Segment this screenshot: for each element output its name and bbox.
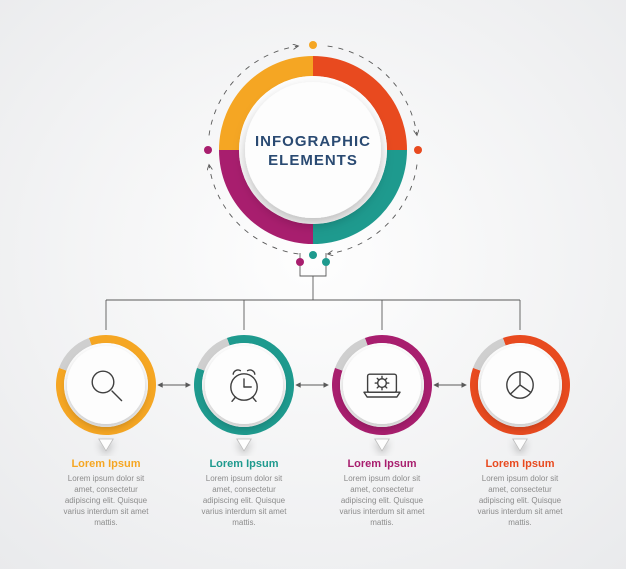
orbit-node — [414, 146, 422, 154]
drop-node — [296, 258, 304, 266]
main-disc — [245, 82, 381, 218]
orbit-node — [309, 41, 317, 49]
infographic-stage: INFOGRAPHICELEMENTSLorem IpsumLorem ipsu… — [0, 0, 626, 569]
item-title: Lorem Ipsum — [209, 458, 278, 470]
item-title: Lorem Ipsum — [71, 458, 140, 470]
orbit-node — [204, 146, 212, 154]
drop-node — [322, 258, 330, 266]
item-disc — [343, 346, 421, 424]
item-disc — [67, 346, 145, 424]
item-title: Lorem Ipsum — [347, 458, 416, 470]
item-title: Lorem Ipsum — [485, 458, 554, 470]
orbit-node — [309, 251, 317, 259]
infographic-svg: INFOGRAPHICELEMENTSLorem IpsumLorem ipsu… — [0, 0, 626, 569]
